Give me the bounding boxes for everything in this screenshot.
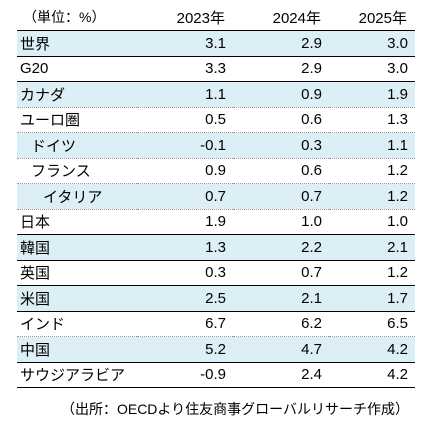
- table-row: 米国 2.5 2.1 1.7: [17, 285, 415, 312]
- value-cell: 1.3: [329, 107, 415, 133]
- value-cell: 0.7: [233, 260, 329, 286]
- value-cell: 0.6: [233, 158, 329, 184]
- region-name: カナダ: [17, 81, 137, 108]
- forecast-table: （単位：%） 2023年 2024年 2025年 世界 3.1 2.9 3.0 …: [17, 4, 415, 388]
- year-header: 2023年: [176, 9, 225, 27]
- region-name: 英国: [17, 260, 137, 286]
- region-name: インド: [17, 311, 137, 337]
- value-cell: 4.2: [329, 336, 415, 363]
- value-cell: 1.7: [329, 285, 415, 312]
- value-cell: 2.4: [233, 362, 329, 388]
- table-header: （単位：%） 2023年 2024年 2025年: [17, 4, 415, 31]
- value-cell: 3.3: [137, 56, 233, 82]
- region-name: 中国: [17, 336, 137, 363]
- year-header: 2024年: [272, 9, 321, 27]
- value-cell: 4.7: [233, 336, 329, 363]
- value-cell: 3.0: [329, 56, 415, 82]
- value-cell: 3.0: [329, 30, 415, 57]
- header-row: （単位：%） 2023年 2024年 2025年: [17, 4, 415, 31]
- region-name: ユーロ圏: [17, 107, 137, 133]
- value-cell: 1.9: [137, 209, 233, 235]
- value-cell: -0.1: [137, 132, 233, 159]
- value-cell: 1.9: [329, 81, 415, 108]
- value-cell: 1.1: [329, 132, 415, 159]
- value-cell: 1.2: [329, 260, 415, 286]
- value-cell: 1.2: [329, 183, 415, 210]
- value-cell: 2.5: [137, 285, 233, 312]
- table-row: 世界 3.1 2.9 3.0: [17, 30, 415, 57]
- value-cell: 1.0: [233, 209, 329, 235]
- table-row: 韓国 1.3 2.2 2.1: [17, 234, 415, 261]
- value-cell: 6.5: [329, 311, 415, 337]
- value-cell: 0.3: [233, 132, 329, 159]
- table-row: カナダ 1.1 0.9 1.9: [17, 81, 415, 108]
- value-cell: 2.1: [233, 285, 329, 312]
- table-row: G20 3.3 2.9 3.0: [17, 56, 415, 82]
- region-name: サウジアラビア: [17, 362, 137, 388]
- value-cell: 6.2: [233, 311, 329, 337]
- value-cell: 0.9: [137, 158, 233, 184]
- value-cell: 2.9: [233, 30, 329, 57]
- value-cell: 2.2: [233, 234, 329, 261]
- value-cell: 1.1: [137, 81, 233, 108]
- unit-label: （単位：%）: [23, 9, 106, 25]
- table-row: ドイツ -0.1 0.3 1.1: [17, 132, 415, 159]
- value-cell: 4.2: [329, 362, 415, 388]
- region-name: イタリア: [17, 183, 137, 210]
- table-row: 中国 5.2 4.7 4.2: [17, 336, 415, 363]
- region-name: 日本: [17, 209, 137, 235]
- value-cell: 3.1: [137, 30, 233, 57]
- year-header: 2025年: [358, 9, 407, 27]
- value-cell: 0.6: [233, 107, 329, 133]
- table-row: フランス 0.9 0.6 1.2: [17, 158, 415, 184]
- value-cell: 0.3: [137, 260, 233, 286]
- table-row: インド 6.7 6.2 6.5: [17, 311, 415, 337]
- value-cell: 5.2: [137, 336, 233, 363]
- value-cell: 1.0: [329, 209, 415, 235]
- region-name: 米国: [17, 285, 137, 312]
- value-cell: 0.5: [137, 107, 233, 133]
- table-body: 世界 3.1 2.9 3.0 G20 3.3 2.9 3.0 カナダ 1.1 0…: [17, 30, 415, 388]
- region-name: 韓国: [17, 234, 137, 261]
- region-name: ドイツ: [17, 132, 137, 159]
- region-name: フランス: [17, 158, 137, 184]
- value-cell: 0.7: [137, 183, 233, 210]
- value-cell: 1.2: [329, 158, 415, 184]
- table-row: ユーロ圏 0.5 0.6 1.3: [17, 107, 415, 133]
- region-name: G20: [17, 56, 137, 82]
- table-row: イタリア 0.7 0.7 1.2: [17, 183, 415, 210]
- table-row: 日本 1.9 1.0 1.0: [17, 209, 415, 235]
- value-cell: 1.3: [137, 234, 233, 261]
- value-cell: 2.9: [233, 56, 329, 82]
- value-cell: 0.7: [233, 183, 329, 210]
- value-cell: -0.9: [137, 362, 233, 388]
- source-note: （出所：OECDより住友商事グローバルリサーチ作成）: [60, 401, 409, 417]
- table-row: サウジアラビア -0.9 2.4 4.2: [17, 362, 415, 388]
- value-cell: 2.1: [329, 234, 415, 261]
- table-row: 英国 0.3 0.7 1.2: [17, 260, 415, 286]
- value-cell: 0.9: [233, 81, 329, 108]
- region-name: 世界: [17, 30, 137, 57]
- value-cell: 6.7: [137, 311, 233, 337]
